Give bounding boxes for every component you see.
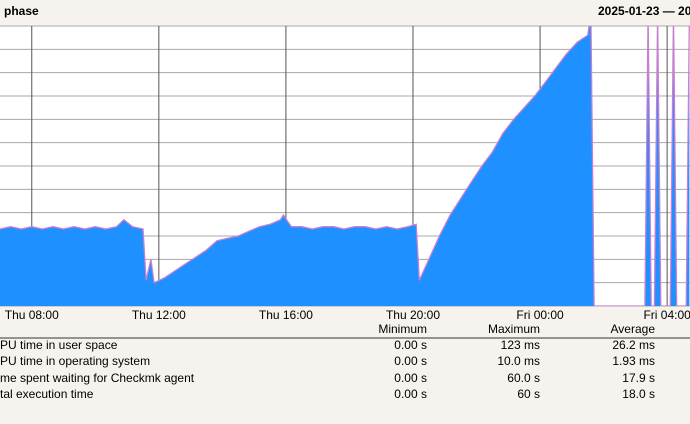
row-label: PU time in operating system [0,354,150,368]
x-axis: Thu 08:00 Thu 12:00 Thu 16:00 Thu 20:00 Fri … [5,308,690,322]
cell-value: 0.00 s [394,371,427,385]
cell-value: 60 s [517,387,540,401]
row-label: tal execution time [0,387,94,401]
legend-table: Minimum Maximum Average PU time in user spa… [0,322,655,401]
cell-value: 1.93 ms [612,354,655,368]
row-label: me spent waiting for Checkmk agent [0,371,195,385]
x-tick-label: Thu 16:00 [259,308,313,322]
cell-value: 60.0 s [507,371,540,385]
x-tick-label: Thu 20:00 [386,308,440,322]
date-range: 2025-01-23 — 202 [598,4,690,18]
column-header: Minimum [378,322,427,336]
cell-value: 123 ms [501,338,540,352]
cell-value: 18.0 s [622,387,655,401]
column-header: Average [611,322,656,336]
column-header: Maximum [488,322,540,336]
x-tick-label: Fri 04:00 [643,308,690,322]
row-label: PU time in user space [0,338,118,352]
x-tick-label: Thu 12:00 [132,308,186,322]
cell-value: 0.00 s [394,354,427,368]
area [0,26,690,306]
cell-value: 0.00 s [394,338,427,352]
area-outline [0,26,690,306]
cell-value: 0.00 s [394,387,427,401]
graph-title: phase [4,4,39,18]
plot [0,26,690,306]
cell-value: 17.9 s [622,371,655,385]
cell-value: 10.0 ms [497,354,540,368]
x-tick-label: Thu 08:00 [5,308,59,322]
cell-value: 26.2 ms [612,338,655,352]
x-tick-label: Fri 00:00 [516,308,564,322]
